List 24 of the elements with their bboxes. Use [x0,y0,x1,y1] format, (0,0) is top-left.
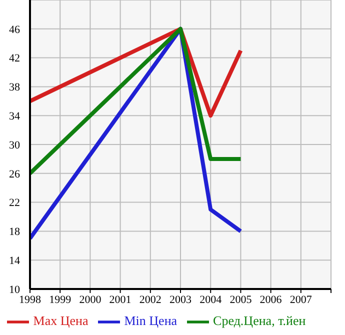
y-tick-label: 10 [9,284,20,296]
x-tick-label: 1999 [49,294,72,306]
x-tick-label: 2001 [109,294,132,306]
y-tick-label: 38 [9,82,20,94]
y-tick-label: 18 [9,226,20,238]
y-tick-label: 46 [9,24,20,36]
legend-label: Max Цена [33,312,88,328]
line-series [30,26,243,118]
x-tick-label: 2007 [290,294,312,306]
y-tick-label: 22 [9,197,20,210]
x-tick-label: 2002 [139,294,162,306]
x-tick-label: 1998 [19,294,42,306]
x-tick-label: 2004 [200,294,222,306]
y-tick-label: 42 [9,52,20,65]
x-tick-label: 2000 [79,294,102,306]
y-tick-label: 30 [9,139,20,152]
x-tick-label: 2005 [230,294,252,306]
y-tick-label: 14 [9,255,20,268]
legend-label: Сред.Цена, т.йен [213,312,306,328]
legend-label: Min Цена [124,312,178,328]
y-tick-label: 34 [9,110,20,123]
y-tick-label: 26 [9,168,20,180]
x-tick-label: 2003 [170,294,192,306]
x-tick-label: 2006 [260,294,282,306]
